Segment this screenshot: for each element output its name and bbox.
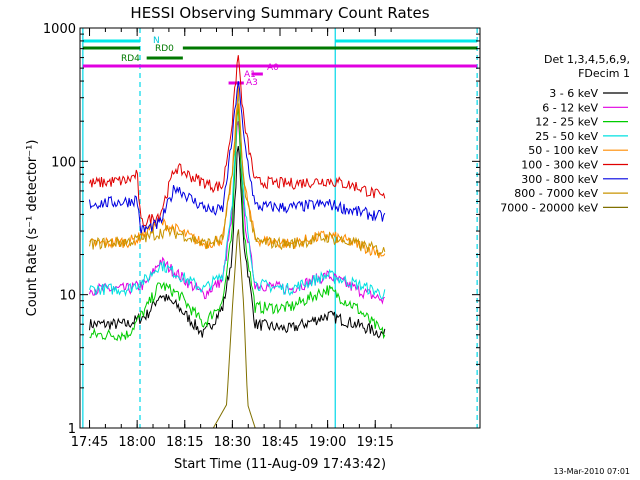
series-line — [89, 121, 385, 305]
axes: 1 10 100 1000 17:45 18:00 18:15 18:30 18:45 19:00… — [43, 22, 481, 450]
series-line — [89, 146, 386, 339]
legend-entry-label: 50 - 100 keV — [528, 144, 598, 157]
x-tick-label: 17:45 — [71, 435, 108, 450]
flag-label-rd0: RD0 — [155, 44, 174, 54]
flag-label-n: N — [153, 36, 160, 46]
y-tick-label: 100 — [51, 155, 76, 170]
series-line — [89, 103, 386, 257]
legend-entry-label: 300 - 800 keV — [521, 173, 598, 186]
flag-label-rd4: RD4 — [121, 54, 140, 64]
flag-label-a3: A3 — [246, 78, 258, 88]
x-tick-label: 18:30 — [214, 435, 251, 450]
y-tick-label: 10 — [59, 289, 76, 304]
legend-header-1: Det 1,3,4,5,6,9, — [544, 53, 630, 66]
x-tick-label: 18:15 — [166, 435, 203, 450]
legend-entry-label: 100 - 300 keV — [521, 159, 598, 172]
legend-entry-label: 25 - 50 keV — [535, 130, 598, 143]
y-tick-label: 1000 — [43, 22, 76, 37]
series-line — [89, 81, 386, 236]
legend-header-2: FDecim 1 — [578, 67, 630, 80]
series-line — [89, 107, 386, 342]
x-axis-label: Start Time (11-Aug-09 17:43:42) — [174, 457, 386, 472]
flag-label-a1: A1 — [244, 70, 256, 80]
legend-entry-label: 800 - 7000 keV — [514, 187, 598, 200]
x-tick-label: 18:45 — [261, 435, 298, 450]
x-tick-label: 19:15 — [357, 435, 394, 450]
x-tick-label: 19:00 — [309, 435, 346, 450]
series-line — [212, 229, 256, 429]
series-line — [89, 85, 386, 259]
flag-label-a0: A0 — [267, 63, 279, 73]
legend-entry-label: 12 - 25 keV — [535, 116, 598, 129]
series-line — [89, 55, 386, 228]
y-axis-label: Count Rate (s⁻¹ detector⁻¹) — [25, 140, 40, 317]
legend-entry-label: 7000 - 20000 keV — [500, 201, 598, 214]
y-tick-label: 1 — [68, 422, 76, 437]
x-tick-label: 18:00 — [118, 435, 155, 450]
footer-date: 13-Mar-2010 07:01 — [554, 467, 631, 476]
legend-entry-label: 3 - 6 keV — [549, 87, 598, 100]
legend-entry-label: 6 - 12 keV — [542, 101, 598, 114]
chart-title: HESSI Observing Summary Count Rates — [130, 4, 429, 22]
